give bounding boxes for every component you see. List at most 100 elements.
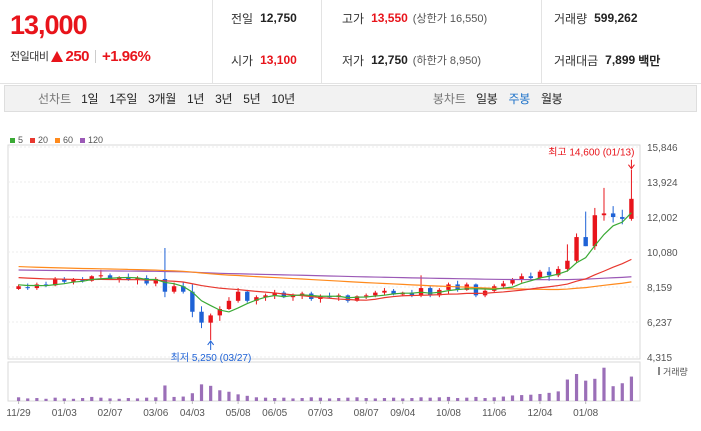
volume-bar xyxy=(538,393,542,401)
legend-swatch xyxy=(10,137,15,143)
x-tick-label: 07/03 xyxy=(308,408,333,419)
volume-bar xyxy=(501,396,505,401)
range-10y-button[interactable]: 10년 xyxy=(271,92,295,106)
volume-bar xyxy=(373,398,377,401)
x-tick-label: 09/04 xyxy=(390,408,415,419)
volume-bar xyxy=(81,398,85,401)
legend-ma60: 60 xyxy=(55,135,73,145)
volume-bar xyxy=(419,397,423,401)
amount-value: 7,899 xyxy=(605,53,636,67)
candle-body xyxy=(80,279,85,281)
volume-bar xyxy=(318,397,323,401)
candle-body xyxy=(601,213,607,216)
y-tick-label: 6,237 xyxy=(647,318,672,329)
volume-bar xyxy=(135,398,140,401)
monthly-candle-button[interactable]: 월봉 xyxy=(540,92,563,106)
low-label: 저가 xyxy=(342,53,365,68)
volume-bar xyxy=(620,383,624,401)
x-tick-label: 02/07 xyxy=(98,408,123,419)
high-price: 고가 13,550 (상한가 16,550) xyxy=(342,8,487,28)
volume-bar xyxy=(483,398,487,401)
range-5y-button[interactable]: 5년 xyxy=(243,92,261,106)
range-1d-button[interactable]: 1일 xyxy=(81,92,99,106)
volume-bar xyxy=(602,367,606,401)
candle-body xyxy=(610,213,616,218)
volume-label: 거래량 xyxy=(554,11,588,26)
volume-bar xyxy=(172,396,176,401)
candle-body xyxy=(519,276,524,280)
up-arrow-icon xyxy=(51,50,64,62)
volume-bar xyxy=(492,397,496,401)
legend-ma5: 5 xyxy=(10,135,23,145)
volume-bar xyxy=(364,398,368,401)
volume-bar xyxy=(346,397,350,401)
legend-swatch xyxy=(55,137,61,143)
weekly-candle-button[interactable]: 주봉 xyxy=(508,92,530,106)
volume-bar xyxy=(181,396,185,401)
volume-bar xyxy=(190,393,194,401)
candle-body xyxy=(71,279,76,282)
candle-body xyxy=(354,296,360,301)
candle-body xyxy=(98,275,104,277)
candle-body xyxy=(363,295,369,297)
legend-ma120: 120 xyxy=(80,135,103,145)
volume-bar xyxy=(163,385,167,401)
candle-body xyxy=(501,283,506,287)
x-tick-label: 04/03 xyxy=(180,408,205,419)
price-change-row: 전일대비 250 +1.96% xyxy=(10,46,151,66)
candle-body xyxy=(263,295,268,298)
candle-body xyxy=(427,288,433,296)
candle-body xyxy=(208,315,213,323)
volume-bar xyxy=(584,380,588,401)
range-3y-button[interactable]: 3년 xyxy=(215,92,233,106)
range-3m-button[interactable]: 3개월 xyxy=(148,92,176,106)
candle-body xyxy=(153,278,158,284)
range-1w-button[interactable]: 1주일 xyxy=(109,92,138,106)
prev-close-value: 12,750 xyxy=(260,11,297,25)
high-label: 고가 xyxy=(342,11,365,26)
candle-body xyxy=(373,292,378,296)
candle-body xyxy=(537,271,543,279)
candle-body xyxy=(254,297,259,301)
amount-unit: 백만 xyxy=(638,53,661,68)
volume-bar xyxy=(565,379,569,401)
range-1y-button[interactable]: 1년 xyxy=(186,92,205,106)
volume-bar xyxy=(556,391,560,401)
chart-toolbar: 선차트 1일 1주일 3개월 1년 3년 5년 10년 봉차트 일봉 주봉 월봉 xyxy=(4,85,697,112)
volume-bar xyxy=(108,398,112,401)
candle-body xyxy=(629,198,634,219)
candle-body xyxy=(190,291,195,312)
candle-body xyxy=(446,284,451,290)
volume-bar xyxy=(611,386,615,401)
x-tick-label: 11/06 xyxy=(482,408,507,419)
y-tick-label: 13,924 xyxy=(647,178,678,189)
divider xyxy=(321,0,322,84)
candle-body xyxy=(235,291,241,301)
x-tick-label: 01/03 xyxy=(52,408,77,419)
line-chart-label: 선차트 xyxy=(38,92,72,106)
lower-limit: (하한가 8,950) xyxy=(412,55,482,67)
daily-candle-button[interactable]: 일봉 xyxy=(475,92,498,106)
volume-bar xyxy=(62,398,66,401)
candle-body xyxy=(382,290,387,293)
volume-bar xyxy=(510,395,515,401)
amount-label: 거래대금 xyxy=(554,53,599,68)
y-tick-label: 15,846 xyxy=(647,143,678,154)
change-percent: +1.96% xyxy=(102,47,151,65)
legend-label: 60 xyxy=(63,135,74,145)
volume-bar xyxy=(410,398,414,401)
legend-label: 120 xyxy=(88,135,104,145)
candle-body xyxy=(391,290,396,295)
volume-bar xyxy=(35,398,39,401)
candle-body xyxy=(556,268,561,276)
candle-body xyxy=(290,295,296,298)
candle-body xyxy=(583,237,588,247)
high-annotation: 최고 14,600 (01/13) xyxy=(548,147,634,159)
current-price: 13,000 xyxy=(10,10,88,40)
candle-body xyxy=(226,300,232,310)
legend-label: 5 xyxy=(18,135,24,145)
open-value: 13,100 xyxy=(260,53,297,67)
volume-bar xyxy=(44,398,48,401)
legend-swatch xyxy=(80,137,86,143)
